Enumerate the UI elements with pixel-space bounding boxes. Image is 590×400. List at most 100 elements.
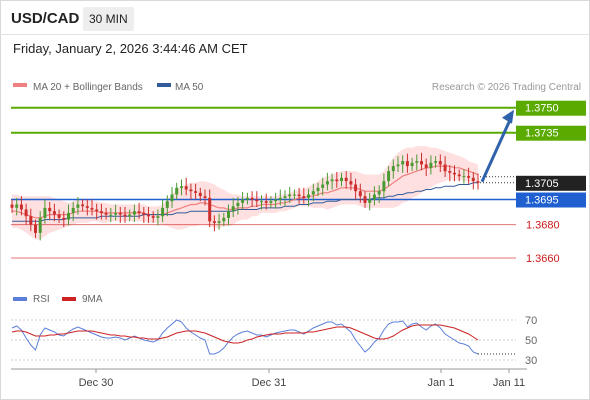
candle-body [278,197,282,200]
x-tick-label: Jan 1 [428,377,455,389]
candle-body [377,191,381,195]
candle-body [438,161,442,165]
candle-body [260,201,263,203]
candle-body [29,216,33,225]
candle-body [104,212,108,215]
candle-body [434,161,438,163]
candle-body [410,162,414,167]
level-label-1.3695: 1.3695 [516,192,586,208]
level-labels: 1.3750 1.3735 1.3705 1.3695 1.3680 1.3660 [516,100,586,265]
candle-body [67,212,70,220]
credit-text: Research © 2026 Trading Central [432,82,581,93]
forecast-arrow-shaft [480,117,513,183]
candle-body [76,204,80,208]
candle-body [57,214,61,218]
candle-body [476,181,480,183]
level-label-1.3680: 1.3680 [526,220,560,232]
candle-body [175,187,179,195]
level-label-box [516,100,586,116]
level-label-text: 1.3735 [525,128,559,140]
forecast-arrow-head [502,109,514,124]
candle-body [81,204,85,207]
level-label-1.3750: 1.3750 [516,100,586,116]
level-label-text: 1.3750 [525,103,559,115]
candle-body [95,209,99,212]
candle-body [208,197,212,222]
x-axis-ticks: Dec 30 Dec 31 Jan 1 Jan 11 [79,369,525,389]
candle-body [48,207,52,212]
rsi-line [11,319,479,355]
candle-body [231,206,235,212]
candle-body [269,201,273,203]
ma50-legend-label: MA 50 [175,82,204,93]
candle-body [212,221,216,223]
candle-body [62,217,66,220]
level-label-text: 1.3680 [526,220,560,232]
rsi-tick-label: 70 [525,315,537,327]
candle-body [10,204,14,208]
candle-body [462,176,466,178]
rsi-panel: 70 50 30 [11,315,537,367]
candle-body [264,201,268,203]
candle-body [443,164,447,172]
candle-body [151,216,155,218]
candle-body [471,177,475,182]
timeframe-button[interactable]: 30 MIN [83,7,134,31]
header-divider [0,34,590,35]
candle-body [85,206,89,208]
candle-body [137,211,141,213]
candle-body [245,197,249,200]
candle-body [292,194,296,196]
candle-body [424,164,428,168]
candle-body [241,199,245,203]
candle-body [302,196,306,198]
candle-body [382,181,386,192]
price-levels [11,106,516,259]
candle-body [132,211,136,215]
level-label-text: 1.3705 [525,178,559,190]
candle-body [114,212,118,215]
candle-body [52,211,56,215]
candle-body [90,207,94,210]
level-label-box [516,192,586,208]
candle-body [184,186,188,190]
x-tick-label: Dec 30 [79,377,114,389]
candle-body [415,161,419,163]
x-tick-label: Jan 11 [493,377,525,389]
candle-body [189,189,193,192]
candle-body [420,161,423,165]
candle-body [274,199,278,202]
candle-body [340,177,343,182]
candle-body [217,221,221,223]
rsi-ma-legend-label: 9MA [82,294,103,305]
level-label-1.3660: 1.3660 [526,253,560,265]
candle-body [316,187,320,192]
candle-body [180,186,183,188]
level-label-box [516,125,586,141]
datetime-label: Friday, January 2, 2026 3:44:46 AM CET [13,41,248,56]
candle-body [109,214,113,216]
candle-body [123,214,127,217]
rsi-tick-label: 30 [525,355,537,367]
level-label-text: 1.3695 [525,195,559,207]
forecast-arrow [480,109,514,183]
candle-body [344,177,348,182]
rsi-ma-line [11,324,479,344]
level-label-1.3705: 1.3705 [516,175,586,191]
candle-body [429,162,433,168]
rsi-tick-label: 50 [525,335,537,347]
candle-body [156,216,160,218]
candle-body [99,211,103,213]
rsi-legend-label: RSI [33,294,50,305]
symbol-title: USD/CAD [11,10,80,27]
candle-body [368,199,372,203]
candle-body [236,202,240,207]
candle-body [307,194,310,198]
candle-body [222,217,226,222]
candle-body [467,176,471,178]
candle-body [71,207,75,213]
candle-body [203,196,207,198]
level-label-box [516,175,586,191]
moving-averages [12,165,479,222]
